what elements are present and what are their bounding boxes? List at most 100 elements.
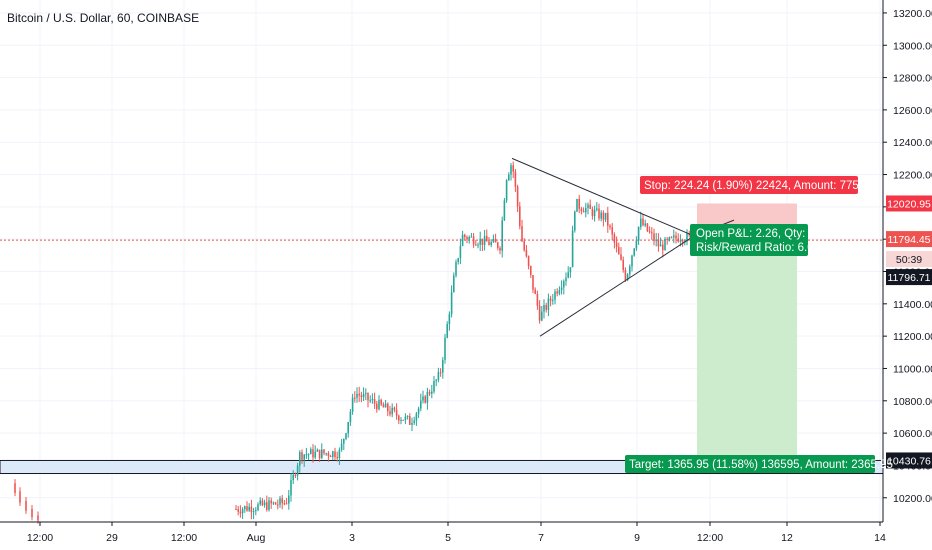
take-profit-zone[interactable] [697, 239, 797, 461]
candle-body [516, 186, 519, 207]
x-tick-label: 12:00 [27, 532, 53, 544]
candle-body [283, 503, 286, 505]
candle-body [477, 244, 479, 246]
candle-body [378, 399, 380, 410]
candle-body [373, 399, 376, 404]
candle-body [367, 392, 369, 401]
candle-body [384, 403, 387, 408]
candle-body [655, 239, 657, 242]
candle-body [448, 314, 451, 325]
candle-body [431, 391, 433, 394]
candle-body [598, 208, 600, 219]
candle-body [607, 212, 609, 226]
candle-body [466, 237, 468, 240]
y-tick-label: 11200.00 [893, 331, 932, 343]
candle-body [563, 281, 565, 288]
candle-body [519, 206, 521, 227]
candle-body [290, 479, 292, 496]
x-tick-label: 9 [634, 532, 640, 544]
candle-body [609, 225, 611, 228]
candle-body [437, 372, 440, 380]
candle-body [444, 337, 446, 360]
candle-body [510, 165, 512, 175]
candle-body [457, 258, 459, 263]
candle-body [508, 174, 510, 181]
candle-body [400, 419, 402, 421]
candle-body [422, 396, 424, 401]
time-axis[interactable]: 12:00 29 12:00 Aug 3 5 7 9 12:00 12 14 [27, 522, 886, 544]
candle-body [299, 452, 301, 466]
candle-body [574, 211, 576, 231]
candle-body [481, 238, 484, 245]
candle-body [602, 212, 605, 220]
candle-body [310, 449, 312, 455]
candle-body [268, 500, 270, 510]
candle-body [356, 393, 358, 398]
candle-body [492, 238, 495, 242]
candle-body [428, 392, 431, 394]
candle-body [591, 208, 594, 216]
candle-body [325, 453, 327, 455]
price-label-support-bg [886, 452, 932, 469]
candle-body [624, 269, 627, 281]
y-tick-label: 12800.00 [893, 73, 932, 85]
candle-body [382, 404, 385, 408]
x-tick-label: 14 [874, 532, 886, 544]
candle-body [490, 241, 492, 245]
candle-body [677, 238, 679, 242]
candle-body [596, 208, 598, 210]
candle-body [442, 359, 444, 373]
y-tick-label: 12200.00 [893, 170, 932, 182]
candle-body [475, 244, 477, 246]
price-label-stop-bg [886, 195, 932, 212]
candle-body [631, 255, 633, 267]
candle-body [580, 208, 583, 211]
pnl-label: Open P&L: 2.26, Qty: 1 Risk/Reward Ratio… [690, 224, 820, 256]
candle-body [303, 454, 305, 460]
candle-body [558, 290, 561, 294]
candle-body [497, 242, 499, 248]
candle-body [395, 409, 398, 416]
candle-body [285, 503, 288, 505]
candle-body [329, 456, 332, 458]
candle-body [433, 381, 435, 392]
price-label-stop: 12020.95 [887, 198, 931, 210]
candle-body [670, 237, 673, 239]
candle-body [239, 511, 242, 514]
candle-body [417, 408, 420, 414]
candle-body [307, 454, 310, 456]
price-label-countdown: 50:39 [896, 254, 922, 266]
candle-body [486, 236, 488, 242]
y-tick-label: 11000.00 [893, 363, 932, 375]
stop-label: Stop: 224.24 (1.90%) 22424, Amount: 775.… [640, 176, 875, 194]
candle-body [556, 291, 558, 294]
candle-body [514, 171, 517, 187]
candle-body [237, 509, 239, 512]
candle-body [666, 238, 668, 240]
candle-body [332, 451, 334, 457]
candle-body [642, 218, 644, 226]
candle-body [585, 207, 587, 213]
candle-body [545, 305, 547, 310]
candle-body [527, 256, 530, 267]
trendline [539, 235, 695, 337]
candle-body [312, 449, 314, 458]
candle-body [679, 240, 682, 242]
risk-reward-text: Risk/Reward Ratio: 6.09 [696, 242, 820, 254]
candle-body [255, 510, 257, 512]
candle-body [365, 392, 367, 395]
candle-body [629, 266, 631, 275]
x-tick-label: 12 [781, 532, 793, 544]
candle-body [14, 483, 16, 493]
candle-body [589, 204, 591, 209]
candle-body [681, 240, 684, 243]
candle-body [241, 509, 244, 514]
candle-body [409, 416, 411, 425]
candle-body [316, 449, 319, 452]
candle-body [426, 392, 429, 403]
candle-body [470, 236, 473, 238]
price-label-current: 11794.45 [887, 234, 930, 246]
candle-body [376, 403, 378, 410]
candle-body [435, 379, 437, 382]
